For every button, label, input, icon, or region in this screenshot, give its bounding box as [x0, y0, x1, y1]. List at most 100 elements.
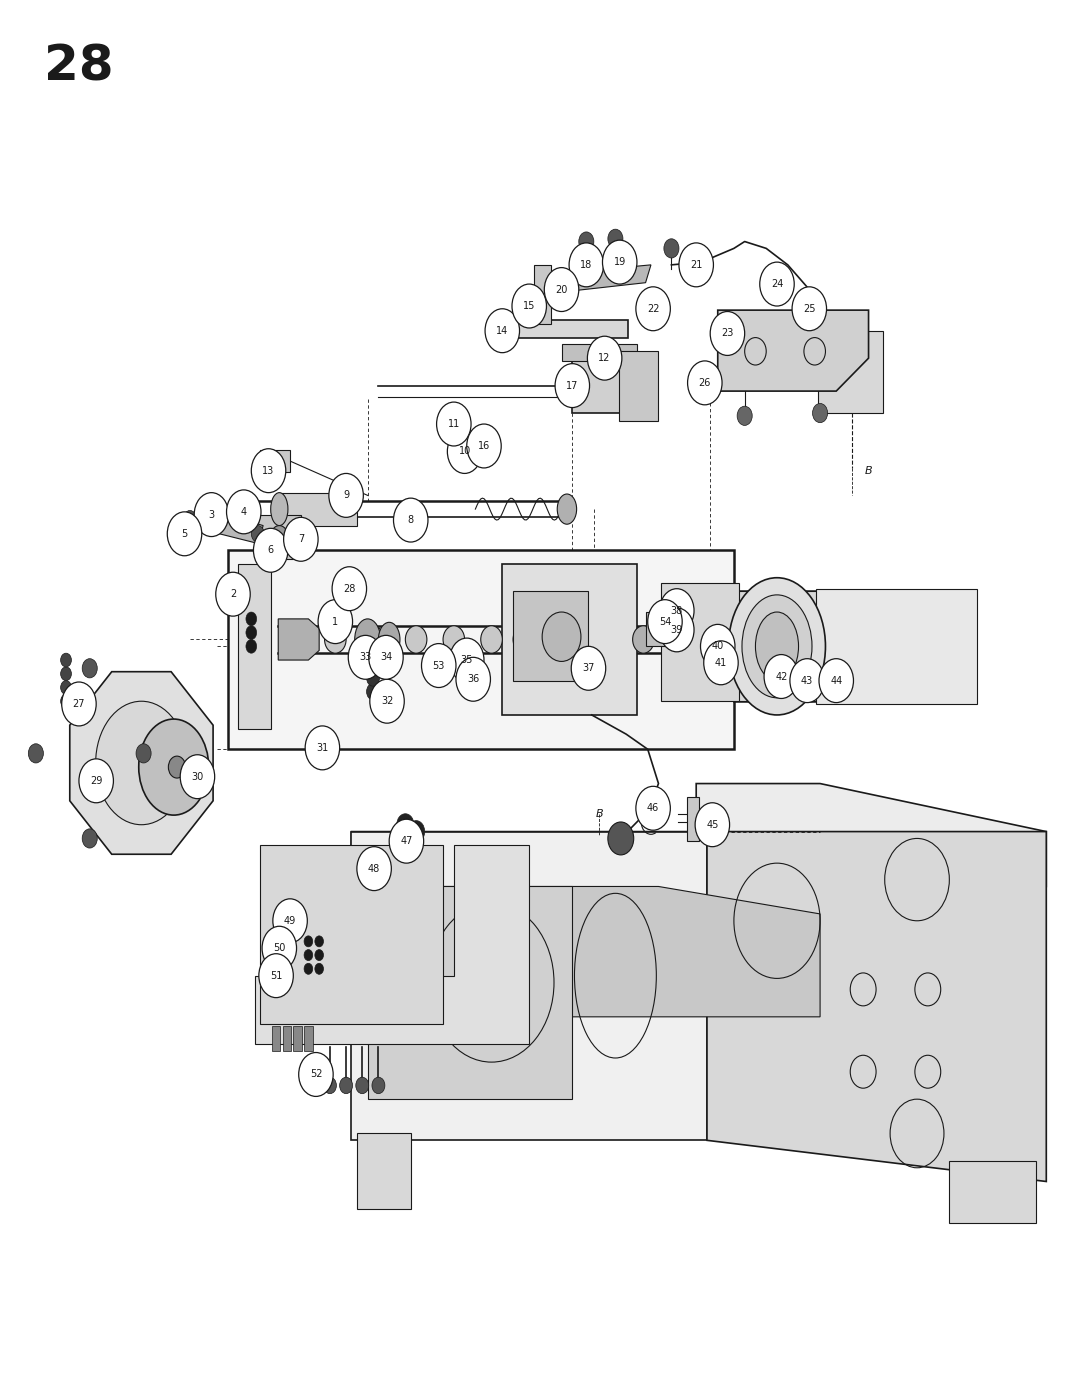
Polygon shape [258, 514, 301, 558]
Text: 50: 50 [273, 943, 285, 953]
Circle shape [305, 964, 313, 975]
Circle shape [544, 268, 579, 312]
Polygon shape [619, 351, 659, 421]
Circle shape [512, 285, 546, 329]
Circle shape [608, 230, 623, 249]
Ellipse shape [271, 525, 288, 547]
Circle shape [246, 612, 257, 626]
Text: 54: 54 [659, 616, 671, 627]
Ellipse shape [362, 626, 383, 653]
Polygon shape [351, 832, 707, 1140]
Circle shape [315, 950, 324, 961]
Polygon shape [559, 265, 651, 293]
Circle shape [60, 694, 71, 708]
Text: 15: 15 [523, 301, 536, 311]
Polygon shape [949, 1160, 1036, 1222]
Circle shape [789, 659, 824, 703]
Circle shape [62, 682, 96, 726]
Circle shape [306, 726, 339, 770]
Circle shape [542, 612, 581, 661]
Circle shape [82, 829, 97, 848]
Circle shape [339, 1077, 352, 1093]
Polygon shape [228, 550, 734, 749]
Circle shape [82, 659, 97, 678]
Circle shape [305, 936, 313, 947]
Circle shape [366, 670, 379, 686]
Circle shape [447, 429, 482, 473]
Text: 52: 52 [310, 1070, 322, 1079]
Polygon shape [661, 583, 750, 701]
Text: 40: 40 [712, 641, 724, 652]
Text: 14: 14 [496, 326, 509, 336]
Text: 1: 1 [333, 616, 338, 627]
Text: 46: 46 [647, 803, 659, 813]
Polygon shape [187, 506, 264, 543]
Text: 19: 19 [613, 257, 625, 267]
Text: 16: 16 [477, 441, 490, 451]
Text: 25: 25 [804, 304, 815, 314]
Ellipse shape [378, 623, 400, 657]
Circle shape [812, 403, 827, 422]
Circle shape [184, 510, 197, 527]
Circle shape [759, 263, 794, 307]
Text: 39: 39 [671, 624, 683, 635]
Text: 2: 2 [230, 590, 237, 600]
Text: 43: 43 [801, 675, 813, 686]
Polygon shape [280, 492, 356, 525]
Circle shape [696, 803, 730, 847]
Polygon shape [687, 798, 700, 842]
Circle shape [227, 490, 261, 534]
Text: 18: 18 [580, 260, 593, 270]
Circle shape [738, 406, 752, 425]
Text: 30: 30 [191, 771, 203, 782]
Polygon shape [279, 619, 320, 660]
Circle shape [216, 572, 251, 616]
Circle shape [366, 683, 379, 700]
Circle shape [664, 239, 679, 258]
Ellipse shape [405, 626, 427, 653]
Polygon shape [351, 784, 1047, 894]
Text: 31: 31 [316, 742, 328, 754]
Text: 12: 12 [598, 353, 611, 363]
Polygon shape [818, 331, 882, 412]
Circle shape [571, 646, 606, 690]
Circle shape [679, 243, 714, 287]
Circle shape [688, 360, 723, 404]
Circle shape [246, 626, 257, 639]
Circle shape [168, 756, 186, 778]
Circle shape [315, 936, 324, 947]
Circle shape [467, 424, 501, 468]
Ellipse shape [443, 626, 464, 653]
Circle shape [60, 667, 71, 681]
Ellipse shape [325, 626, 346, 653]
Polygon shape [239, 564, 271, 729]
Text: 28: 28 [343, 584, 355, 594]
Circle shape [369, 679, 404, 723]
Circle shape [332, 566, 366, 610]
Text: 29: 29 [90, 775, 103, 785]
Circle shape [396, 814, 414, 836]
Text: 48: 48 [368, 864, 380, 873]
Circle shape [194, 492, 229, 536]
Bar [283, 1027, 292, 1050]
Text: 53: 53 [433, 660, 445, 671]
Text: 32: 32 [381, 696, 393, 707]
Circle shape [449, 638, 484, 682]
Circle shape [329, 473, 363, 517]
Circle shape [389, 820, 423, 864]
Polygon shape [513, 591, 589, 681]
Circle shape [319, 600, 352, 644]
Circle shape [60, 681, 71, 694]
Circle shape [79, 759, 113, 803]
Ellipse shape [481, 626, 502, 653]
Circle shape [284, 517, 319, 561]
Text: 21: 21 [690, 260, 702, 270]
Circle shape [588, 337, 622, 380]
Circle shape [252, 525, 265, 542]
Text: 3: 3 [208, 510, 215, 520]
Circle shape [701, 624, 735, 668]
Circle shape [355, 1077, 368, 1093]
Circle shape [636, 287, 671, 331]
Circle shape [711, 312, 745, 355]
Bar [272, 1027, 281, 1050]
